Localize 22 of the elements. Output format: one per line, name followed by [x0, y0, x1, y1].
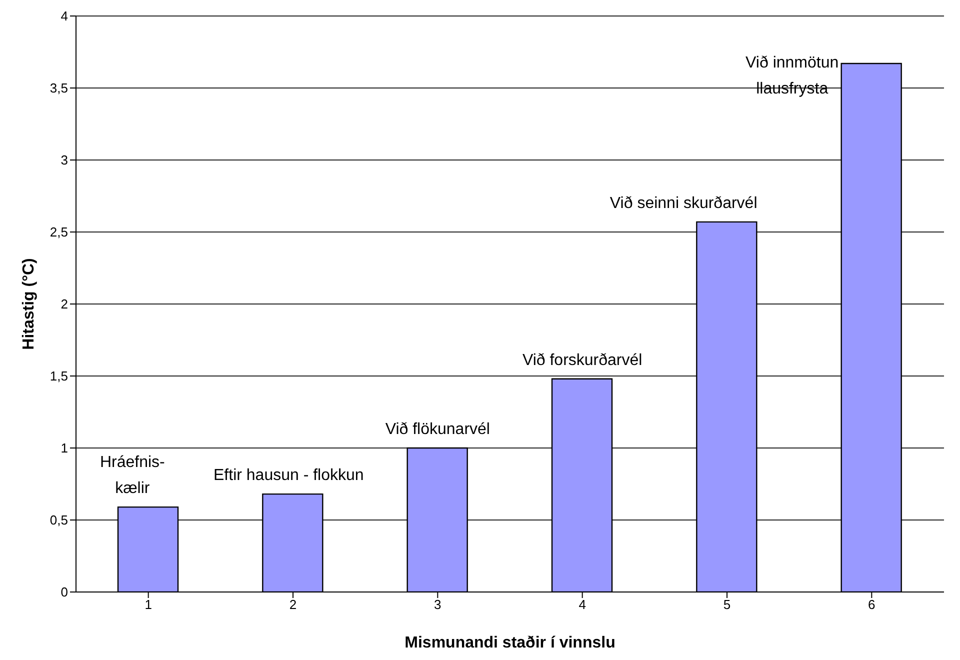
x-tick-label: 5: [723, 597, 731, 612]
y-tick-label: 2,5: [50, 224, 68, 240]
x-tick-label: 2: [289, 597, 297, 612]
y-tick-label: 3: [60, 152, 68, 168]
y-axis-title: Hitastig (°C): [20, 258, 38, 350]
annotation: Við forskurðarvél: [522, 352, 642, 369]
y-tick-label: 4: [60, 8, 68, 24]
x-axis-title: Mismunandi staðir í vinnslu: [404, 634, 616, 652]
x-tick-label: 6: [868, 597, 876, 612]
x-tick-label: 3: [434, 597, 442, 612]
annotation: Eftir hausun - flokkun: [214, 467, 364, 484]
x-tick-label: 1: [144, 597, 152, 612]
annotation: Hráefnis- kælir: [100, 454, 165, 498]
y-tick-label: 1,5: [50, 368, 68, 384]
x-tick-label: 4: [578, 597, 586, 612]
y-tick-label: 3,5: [50, 80, 68, 96]
y-tick-label: 0,5: [50, 512, 68, 528]
annotation: Við seinni skurðarvél: [610, 194, 758, 212]
y-tick-label: 1: [60, 440, 68, 456]
y-tick-label: 2: [60, 296, 68, 312]
y-tick-label: 0: [60, 584, 68, 600]
annotation: Við flökunarvél: [385, 421, 490, 438]
